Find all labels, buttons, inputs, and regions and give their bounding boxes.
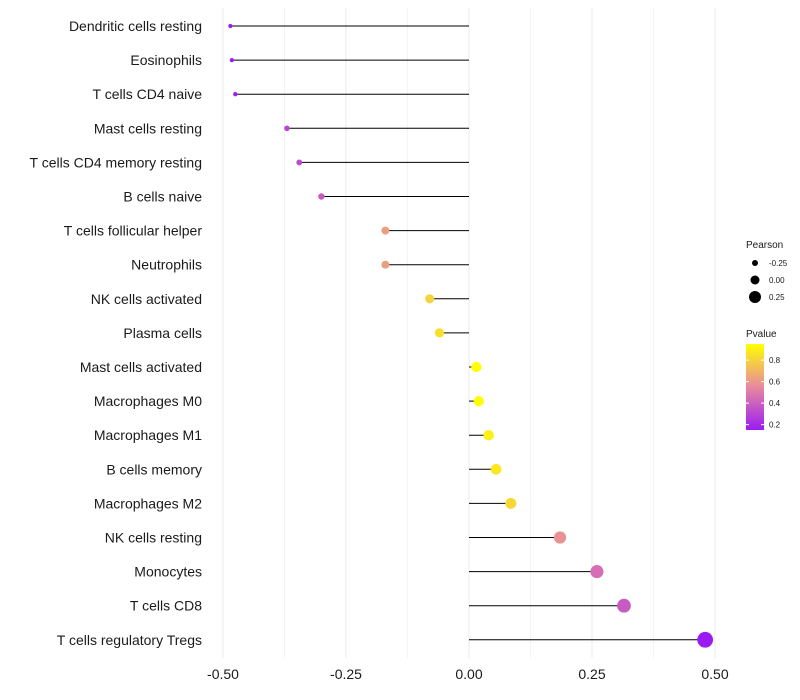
size-legend-dot bbox=[750, 275, 760, 285]
lollipop-point bbox=[381, 226, 390, 235]
lollipop-stems bbox=[230, 25, 706, 641]
category-label: T cells regulatory Tregs bbox=[57, 632, 202, 648]
size-legend-items: -0.25 0.00 0.25 bbox=[749, 259, 788, 303]
category-label: NK cells activated bbox=[91, 291, 202, 307]
size-legend-dot bbox=[752, 260, 758, 266]
lollipop-point bbox=[483, 429, 494, 441]
x-tick-label: -0.50 bbox=[207, 666, 239, 682]
lollipop-point bbox=[590, 565, 604, 579]
lollipop-point bbox=[296, 159, 303, 166]
lollipop-points bbox=[228, 23, 714, 648]
lollipop-point bbox=[233, 92, 238, 97]
category-label: T cells CD4 naive bbox=[93, 86, 203, 102]
size-legend-dot bbox=[749, 291, 761, 303]
size-legend-label: 0.25 bbox=[769, 293, 785, 302]
x-tick-label: 0.50 bbox=[701, 666, 728, 682]
lollipop-point bbox=[553, 531, 567, 544]
category-label: Monocytes bbox=[134, 564, 202, 580]
category-label: Mast cells resting bbox=[94, 120, 202, 136]
pvalue-colorbar bbox=[746, 344, 764, 430]
color-legend-ticks: 0.8 0.6 0.4 0.2 bbox=[746, 356, 781, 430]
lollipop-point bbox=[425, 294, 435, 304]
lollipop-point bbox=[434, 328, 445, 338]
category-label: T cells CD8 bbox=[130, 598, 202, 614]
size-legend-label: -0.25 bbox=[769, 259, 788, 268]
category-label: Macrophages M0 bbox=[94, 393, 202, 409]
lollipop-point bbox=[505, 497, 517, 509]
lollipop-point bbox=[318, 193, 325, 200]
category-labels: Dendritic cells resting Eosinophils T cell… bbox=[30, 18, 203, 648]
category-label: Plasma cells bbox=[123, 325, 202, 341]
color-legend-label: 0.6 bbox=[769, 378, 781, 387]
legend: Pearson -0.250.000.25 Pvalue 0.80.60.40.… bbox=[746, 240, 788, 430]
color-legend-label: 0.2 bbox=[769, 421, 781, 430]
category-label: B cells naive bbox=[123, 189, 202, 205]
category-label: NK cells resting bbox=[105, 530, 202, 546]
color-legend-title: Pvalue bbox=[746, 329, 777, 340]
lollipop-point bbox=[617, 598, 631, 613]
lollipop-point bbox=[697, 631, 714, 648]
color-legend-label: 0.4 bbox=[769, 399, 781, 408]
category-label: Neutrophils bbox=[131, 257, 202, 273]
x-tick-label: 0.00 bbox=[455, 666, 482, 682]
lollipop-point bbox=[381, 260, 390, 269]
x-tick-label: 0.25 bbox=[578, 666, 605, 682]
color-legend-label: 0.8 bbox=[769, 356, 781, 365]
category-label: Macrophages M2 bbox=[94, 495, 202, 511]
category-label: T cells follicular helper bbox=[64, 223, 203, 239]
lollipop-point bbox=[490, 463, 502, 475]
category-label: Mast cells activated bbox=[80, 359, 202, 375]
x-axis-ticks: -0.50 -0.25 0.00 0.25 0.50 bbox=[207, 666, 729, 682]
x-tick-label: -0.25 bbox=[330, 666, 362, 682]
category-label: Eosinophils bbox=[130, 52, 202, 68]
lollipop-point bbox=[473, 395, 484, 407]
category-label: T cells CD4 memory resting bbox=[30, 154, 202, 170]
lollipop-point bbox=[228, 23, 233, 29]
category-label: Dendritic cells resting bbox=[69, 18, 202, 34]
category-label: B cells memory bbox=[106, 461, 202, 477]
lollipop-point bbox=[284, 125, 290, 132]
lollipop-point bbox=[471, 361, 482, 373]
size-legend-label: 0.00 bbox=[769, 276, 785, 285]
size-legend-title: Pearson bbox=[746, 240, 783, 251]
category-label: Macrophages M1 bbox=[94, 427, 202, 443]
lollipop-point bbox=[229, 57, 234, 63]
